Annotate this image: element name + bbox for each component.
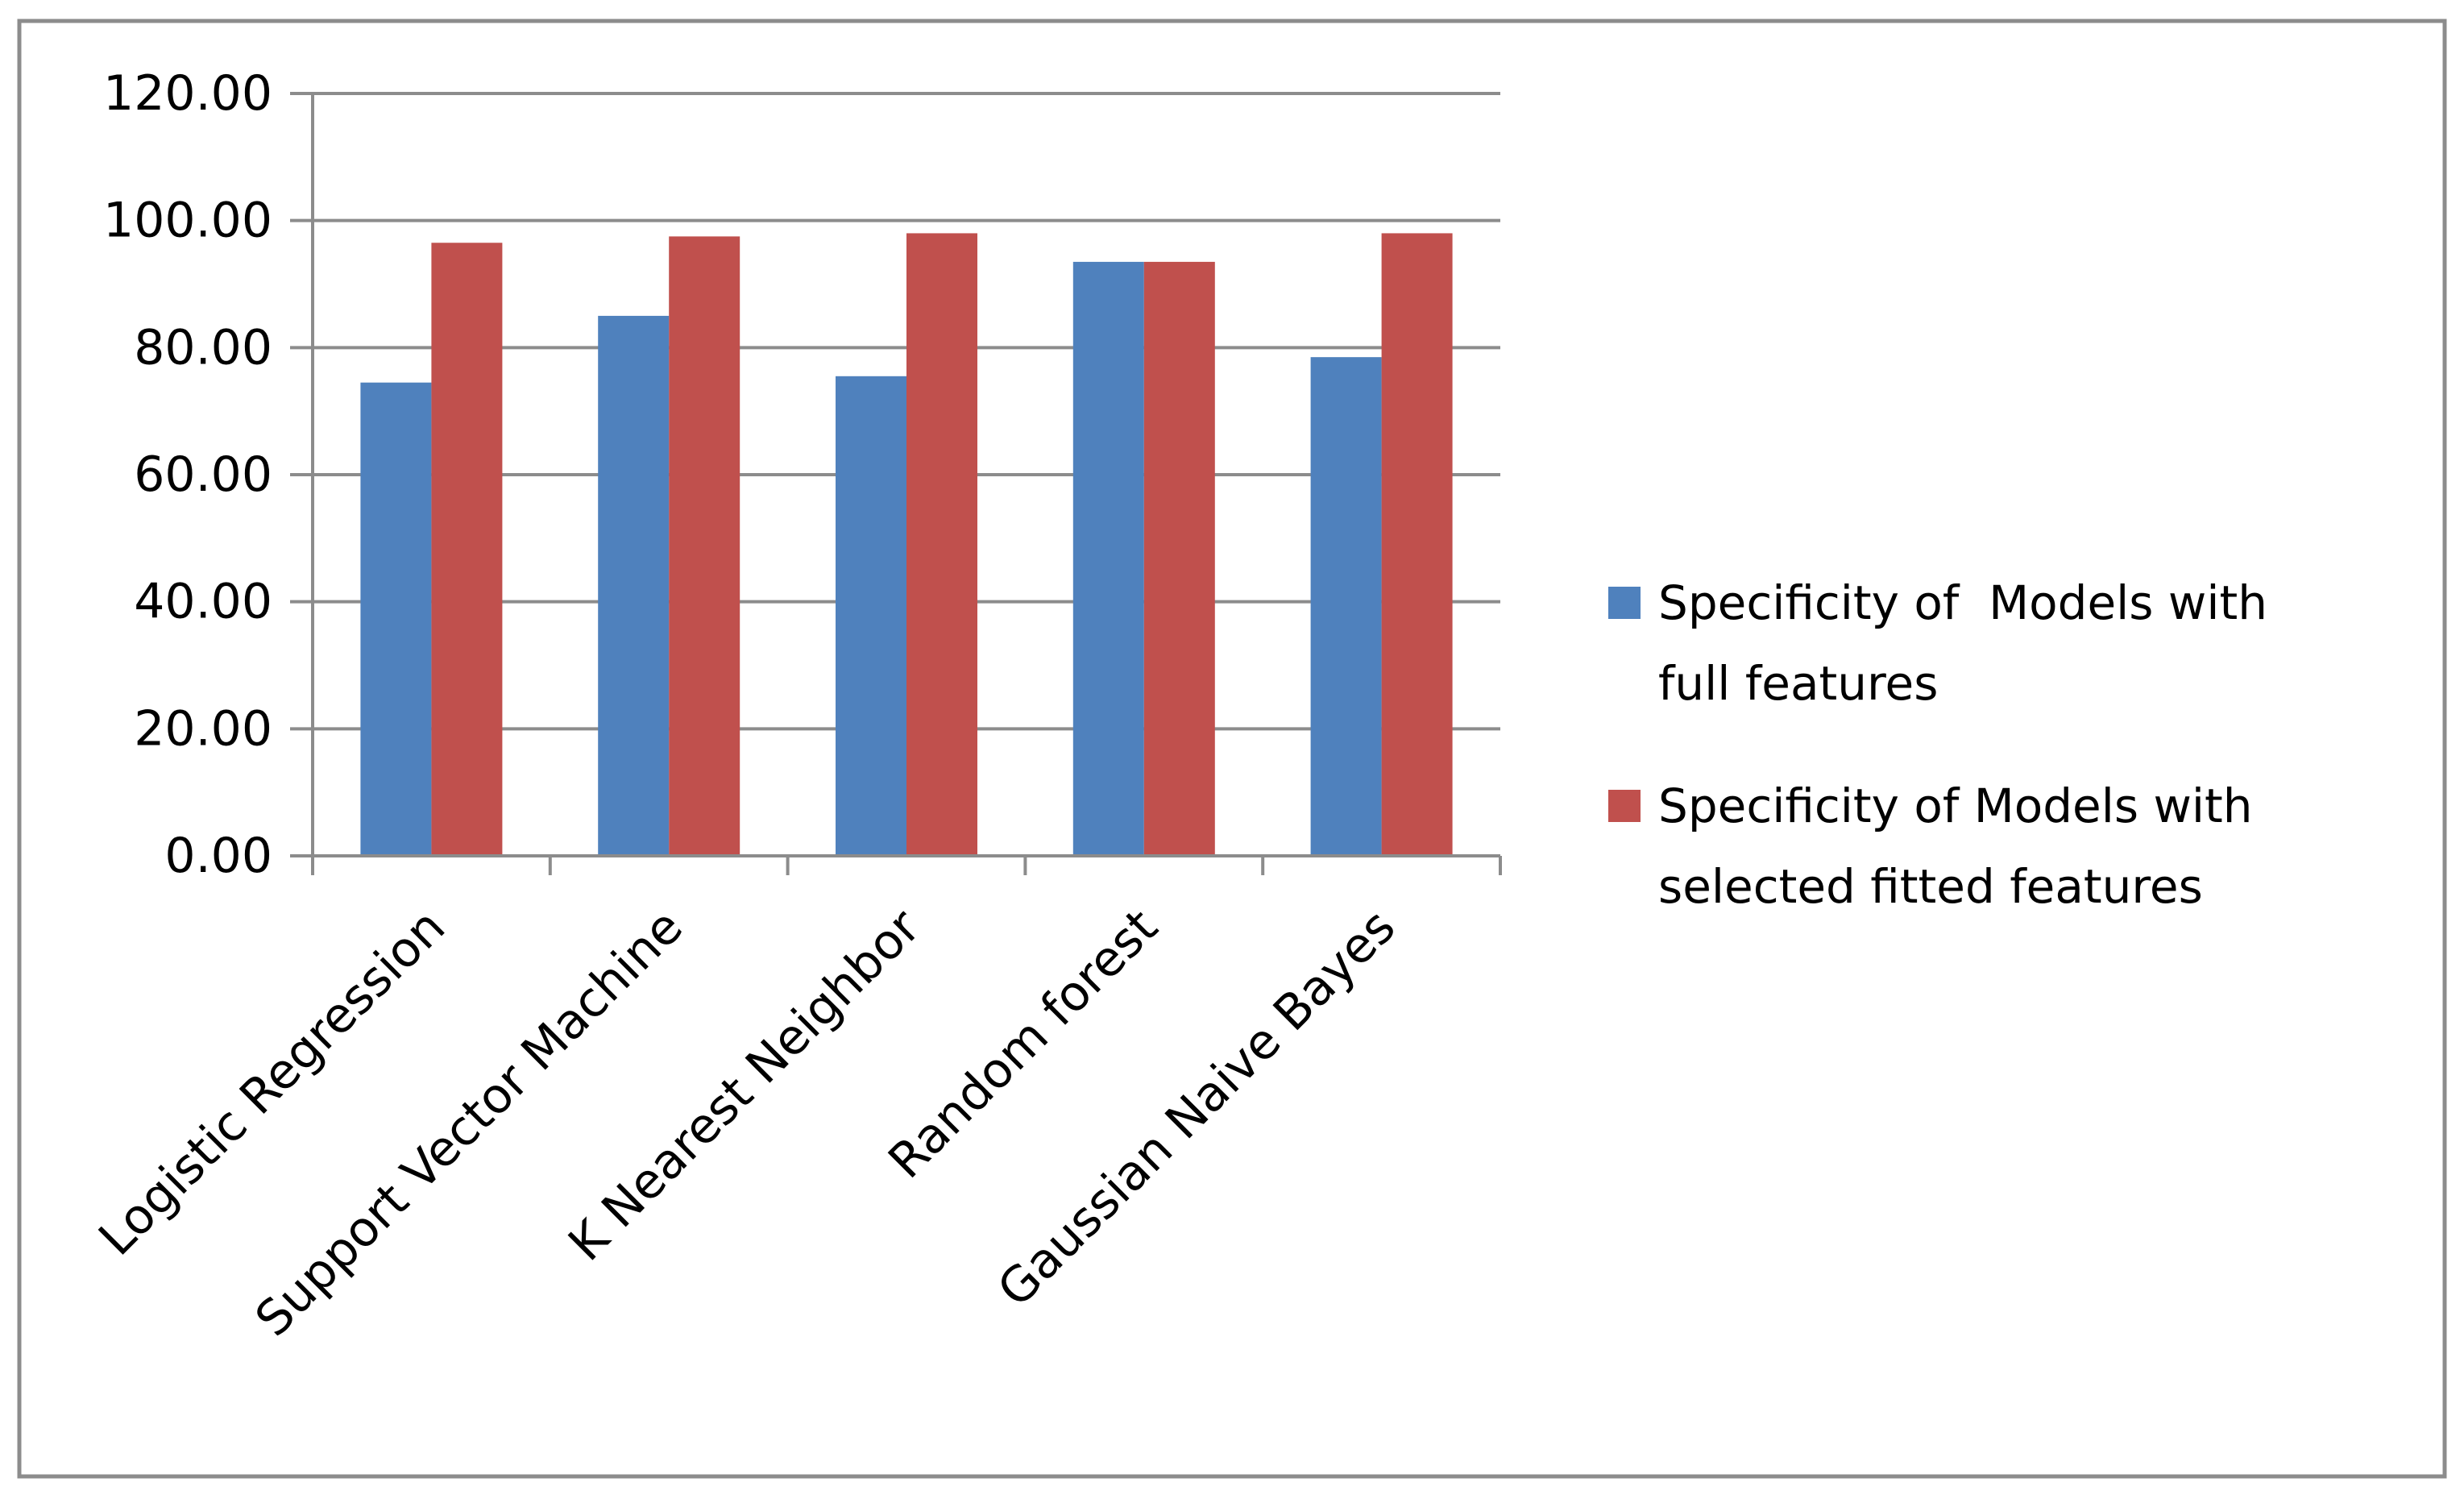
- legend: Specificity of Models with full features S…: [1608, 575, 2267, 914]
- bar-series-1-0: [360, 382, 432, 857]
- bars: [360, 233, 1453, 857]
- bar-series-1-4: [1310, 357, 1382, 856]
- bar-series-2-0: [431, 243, 503, 857]
- bar-series-1-3: [1072, 261, 1144, 856]
- bar-series-1-2: [836, 376, 906, 856]
- bar-series-2-2: [906, 233, 977, 856]
- y-tick-label: 60.00: [134, 446, 272, 503]
- bar-series-2-1: [669, 236, 740, 856]
- y-tick-label: 20.00: [134, 700, 272, 757]
- y-tick-labels: 0.00 20.00 40.00 60.00 80.00 100.00 120.00: [103, 65, 272, 884]
- legend-label: Specificity of Models with: [1658, 778, 2253, 833]
- legend-label: full features: [1658, 656, 1938, 711]
- y-tick-label: 80.00: [134, 319, 272, 376]
- bar-series-2-4: [1381, 233, 1453, 856]
- y-tick-label: 120.00: [103, 65, 272, 122]
- y-tick-label: 100.00: [103, 193, 272, 249]
- legend-swatch: [1608, 587, 1641, 619]
- legend-label: selected fitted features: [1658, 859, 2203, 914]
- gridlines: [313, 92, 1500, 731]
- y-tick-label: 40.00: [134, 574, 272, 630]
- bar-series-1-1: [598, 315, 670, 857]
- y-tick-label: 0.00: [164, 828, 272, 884]
- axes: [290, 92, 1502, 875]
- legend-swatch: [1608, 790, 1641, 822]
- legend-label: Specificity of Models with: [1658, 575, 2267, 630]
- bar-series-2-3: [1143, 261, 1215, 856]
